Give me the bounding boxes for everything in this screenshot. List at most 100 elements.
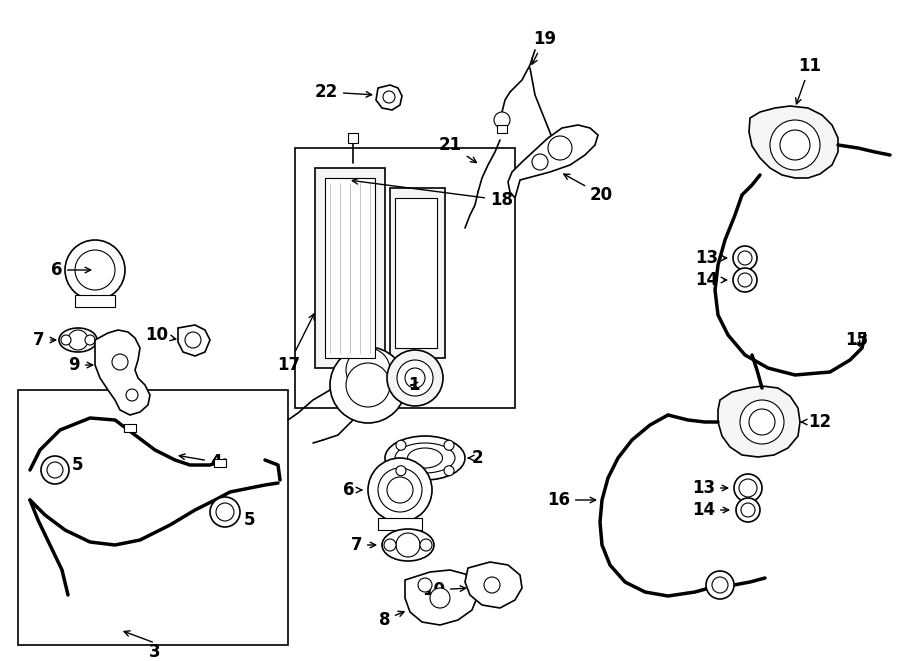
Circle shape [548, 136, 572, 160]
Text: 22: 22 [315, 83, 372, 101]
Circle shape [780, 130, 810, 160]
Circle shape [484, 577, 500, 593]
Circle shape [738, 273, 752, 287]
Text: 18: 18 [352, 178, 513, 209]
Ellipse shape [59, 328, 97, 352]
Bar [295, 148, 515, 408]
Circle shape [85, 335, 95, 345]
Circle shape [741, 503, 755, 517]
Circle shape [68, 330, 88, 350]
Polygon shape [178, 325, 210, 356]
Text: 5: 5 [50, 456, 84, 474]
Polygon shape [718, 386, 800, 457]
Circle shape [430, 588, 450, 608]
Text: 4: 4 [179, 453, 221, 471]
Circle shape [734, 474, 762, 502]
Bar [378, 518, 422, 530]
Text: 2: 2 [468, 449, 483, 467]
Text: 13: 13 [695, 249, 726, 267]
Circle shape [126, 389, 138, 401]
Text: 20: 20 [563, 174, 613, 204]
Text: 17: 17 [277, 314, 314, 374]
Circle shape [378, 468, 422, 512]
Bar [315, 168, 385, 368]
Bar [497, 125, 507, 133]
Bar [390, 188, 445, 358]
Circle shape [749, 409, 775, 435]
Text: 1: 1 [408, 376, 419, 394]
Ellipse shape [385, 436, 465, 480]
Circle shape [368, 458, 432, 522]
Circle shape [112, 354, 128, 370]
Circle shape [346, 363, 390, 407]
Ellipse shape [395, 443, 455, 473]
Circle shape [405, 368, 425, 388]
Text: 19: 19 [532, 30, 556, 64]
Ellipse shape [408, 448, 443, 468]
Circle shape [444, 466, 454, 476]
Text: 9: 9 [68, 356, 93, 374]
Circle shape [736, 498, 760, 522]
Circle shape [740, 400, 784, 444]
Bar [348, 133, 358, 143]
Circle shape [47, 462, 63, 478]
Text: 12: 12 [802, 413, 831, 431]
Bar [18, 390, 288, 645]
Circle shape [396, 533, 420, 557]
Circle shape [444, 440, 454, 450]
Bar [124, 424, 136, 432]
Text: 3: 3 [149, 643, 161, 661]
Polygon shape [376, 85, 402, 110]
Text: 8: 8 [379, 611, 404, 629]
Circle shape [75, 250, 115, 290]
Circle shape [383, 91, 395, 103]
Circle shape [706, 571, 734, 599]
Text: 10: 10 [422, 581, 465, 599]
Circle shape [396, 466, 406, 476]
Circle shape [185, 332, 201, 348]
Circle shape [396, 440, 406, 450]
Text: 13: 13 [692, 479, 728, 497]
Polygon shape [95, 330, 150, 415]
Text: 10: 10 [145, 326, 176, 344]
Circle shape [418, 578, 432, 592]
Circle shape [346, 348, 390, 392]
Text: 11: 11 [796, 57, 822, 104]
Polygon shape [749, 106, 838, 178]
Bar [214, 459, 226, 467]
Text: 15: 15 [845, 331, 868, 349]
Circle shape [733, 246, 757, 270]
Circle shape [397, 360, 433, 396]
Circle shape [770, 120, 820, 170]
Circle shape [41, 456, 69, 484]
Circle shape [712, 577, 728, 593]
Text: 5: 5 [226, 511, 255, 529]
Polygon shape [405, 570, 478, 625]
Polygon shape [508, 125, 598, 198]
Circle shape [420, 539, 432, 551]
Circle shape [733, 268, 757, 292]
Text: 16: 16 [547, 491, 596, 509]
Circle shape [384, 539, 396, 551]
Text: 6: 6 [344, 481, 362, 499]
Bar [395, 198, 437, 348]
Circle shape [387, 477, 413, 503]
Circle shape [65, 240, 125, 300]
Polygon shape [465, 562, 522, 608]
Circle shape [216, 503, 234, 521]
Bar [75, 295, 115, 307]
Circle shape [387, 350, 443, 406]
Text: 14: 14 [692, 501, 729, 519]
Text: 14: 14 [695, 271, 726, 289]
Circle shape [61, 335, 71, 345]
Circle shape [738, 251, 752, 265]
Circle shape [532, 154, 548, 170]
Circle shape [210, 497, 240, 527]
Text: 7: 7 [350, 536, 375, 554]
Circle shape [739, 479, 757, 497]
Text: 7: 7 [33, 331, 56, 349]
Ellipse shape [382, 529, 434, 561]
Text: 21: 21 [439, 136, 476, 163]
Text: 6: 6 [50, 261, 91, 279]
Circle shape [330, 347, 406, 423]
